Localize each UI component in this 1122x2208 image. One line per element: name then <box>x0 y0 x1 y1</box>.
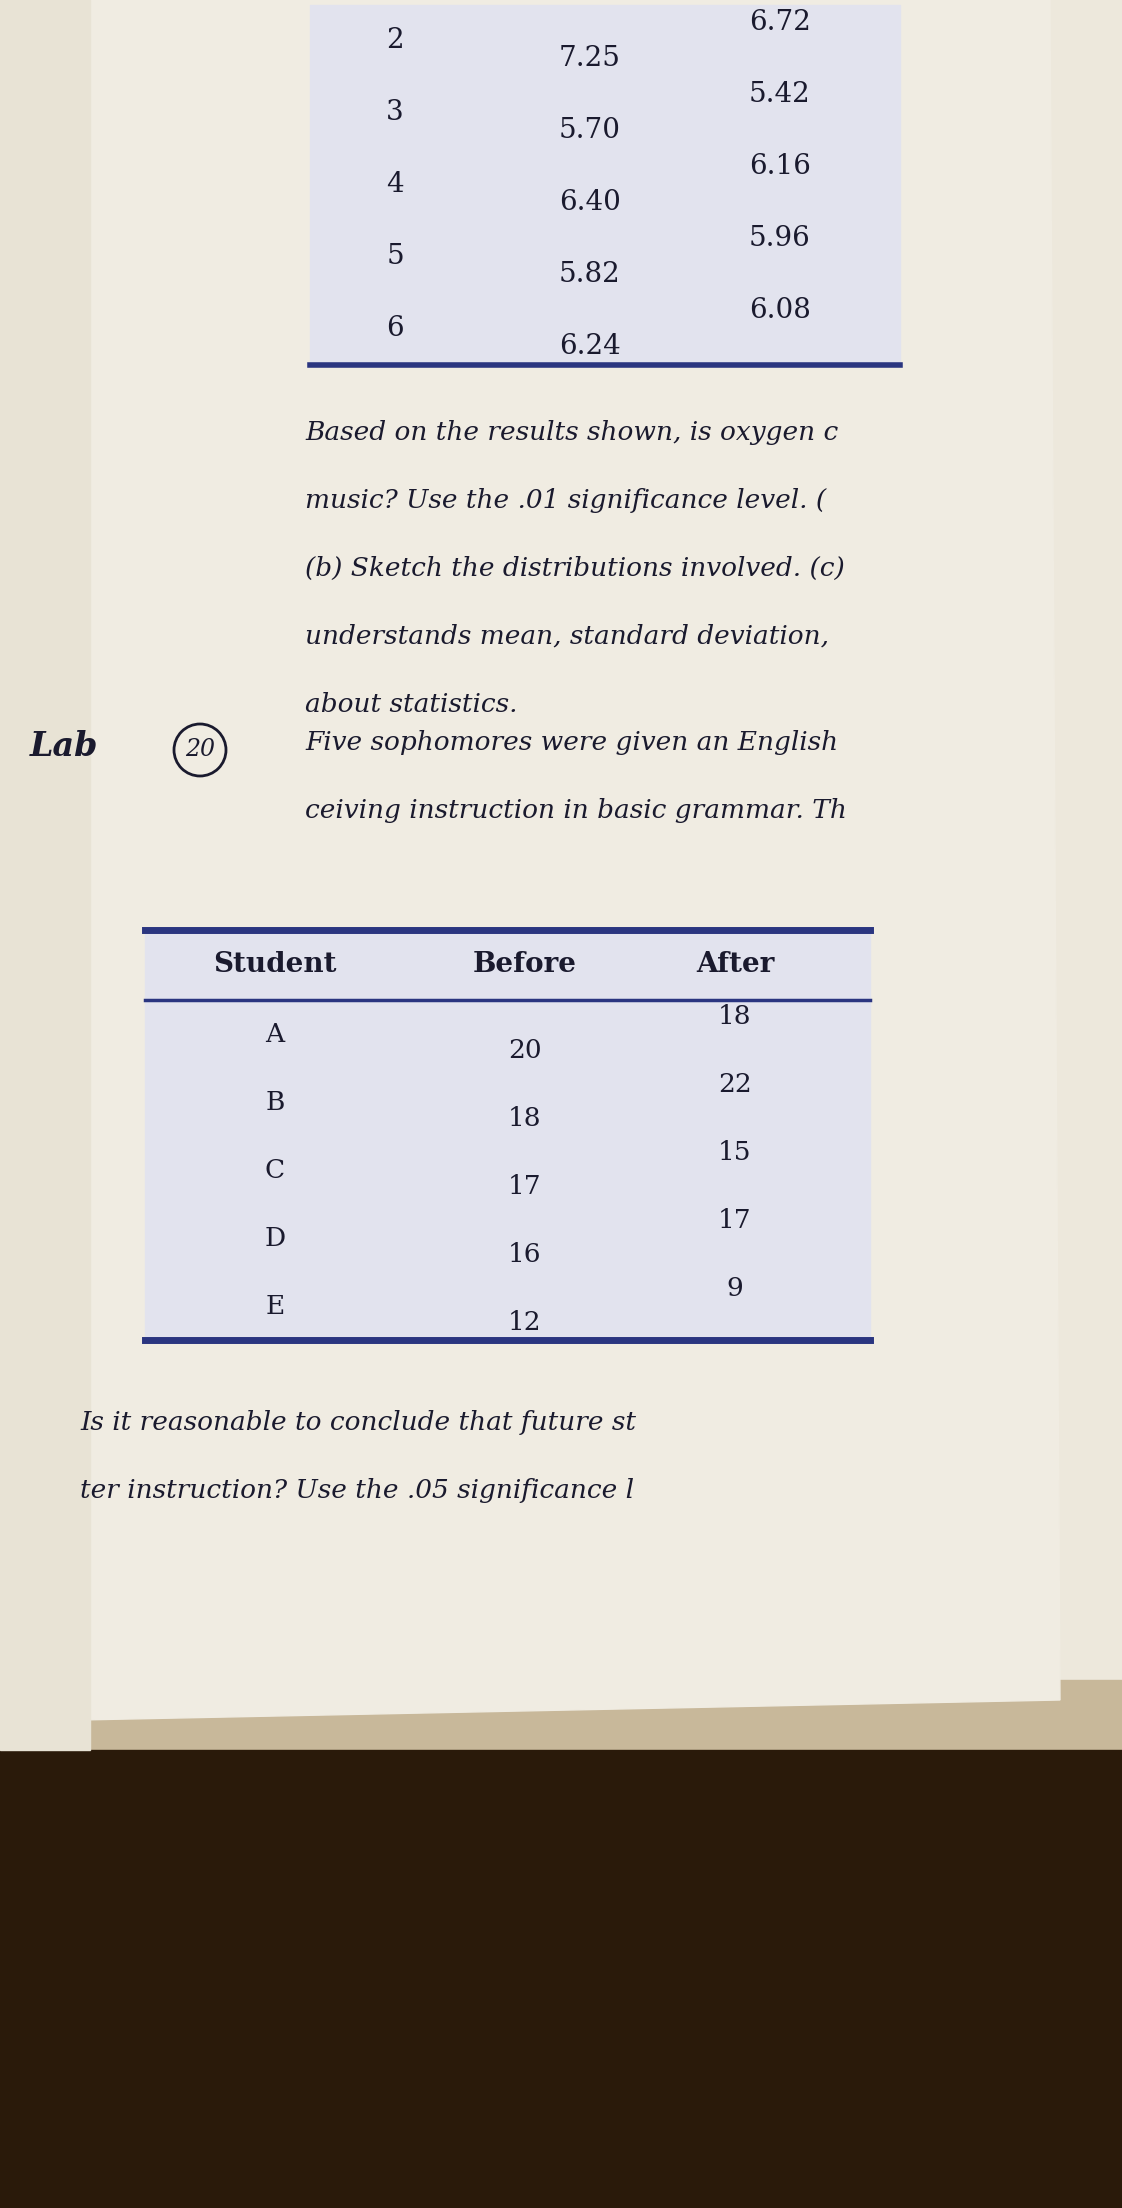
Text: 17: 17 <box>508 1175 542 1199</box>
Text: about statistics.: about statistics. <box>305 691 517 718</box>
Text: A: A <box>266 1022 285 1047</box>
Text: (b) Sketch the distributions involved. (c): (b) Sketch the distributions involved. (… <box>305 556 845 581</box>
Text: music? Use the .01 significance level. (: music? Use the .01 significance level. ( <box>305 488 826 512</box>
Text: 17: 17 <box>718 1208 752 1234</box>
Text: Is it reasonable to conclude that future st: Is it reasonable to conclude that future… <box>80 1411 636 1435</box>
Polygon shape <box>80 0 1060 1720</box>
Text: 6: 6 <box>386 316 404 342</box>
Text: 7.25: 7.25 <box>559 46 620 73</box>
Text: 12: 12 <box>508 1312 542 1336</box>
Text: 16: 16 <box>508 1243 542 1267</box>
Text: 5.82: 5.82 <box>559 261 620 289</box>
Text: understands mean, standard deviation,: understands mean, standard deviation, <box>305 625 829 649</box>
Text: Based on the results shown, is oxygen c: Based on the results shown, is oxygen c <box>305 420 838 446</box>
Text: 6.16: 6.16 <box>749 155 811 181</box>
Text: 22: 22 <box>718 1073 752 1097</box>
Text: 5.70: 5.70 <box>559 117 620 144</box>
Text: 3: 3 <box>386 99 404 126</box>
Text: 5.96: 5.96 <box>749 225 811 252</box>
Text: 6.40: 6.40 <box>559 190 620 216</box>
Text: 5.42: 5.42 <box>749 82 811 108</box>
Text: ceiving instruction in basic grammar. Th: ceiving instruction in basic grammar. Th <box>305 797 847 824</box>
Text: 6.08: 6.08 <box>749 298 811 325</box>
Text: After: After <box>696 952 774 978</box>
Text: Student: Student <box>213 952 337 978</box>
Bar <box>310 4 900 364</box>
Text: Before: Before <box>473 952 577 978</box>
Text: C: C <box>265 1157 285 1183</box>
Text: 20: 20 <box>185 737 215 762</box>
Text: 18: 18 <box>508 1106 542 1130</box>
Text: 4: 4 <box>386 172 404 199</box>
Text: B: B <box>265 1089 285 1115</box>
Text: Lab: Lab <box>30 731 99 764</box>
Text: 15: 15 <box>718 1142 752 1166</box>
Text: 6.72: 6.72 <box>749 9 811 38</box>
Text: 20: 20 <box>508 1038 542 1064</box>
Bar <box>0 0 1122 1680</box>
Text: 2: 2 <box>386 26 404 55</box>
Text: E: E <box>266 1294 285 1318</box>
Text: D: D <box>265 1225 286 1250</box>
Text: 5: 5 <box>386 243 404 272</box>
Text: ter instruction? Use the .05 significance l: ter instruction? Use the .05 significanc… <box>80 1477 634 1504</box>
Text: Five sophomores were given an English: Five sophomores were given an English <box>305 731 838 755</box>
Bar <box>145 930 870 1340</box>
Bar <box>0 0 90 1751</box>
Text: 9: 9 <box>727 1276 744 1301</box>
Bar <box>0 1751 1122 2208</box>
Bar <box>0 1680 1122 2208</box>
Text: 6.24: 6.24 <box>559 333 620 360</box>
Text: 18: 18 <box>718 1005 752 1029</box>
